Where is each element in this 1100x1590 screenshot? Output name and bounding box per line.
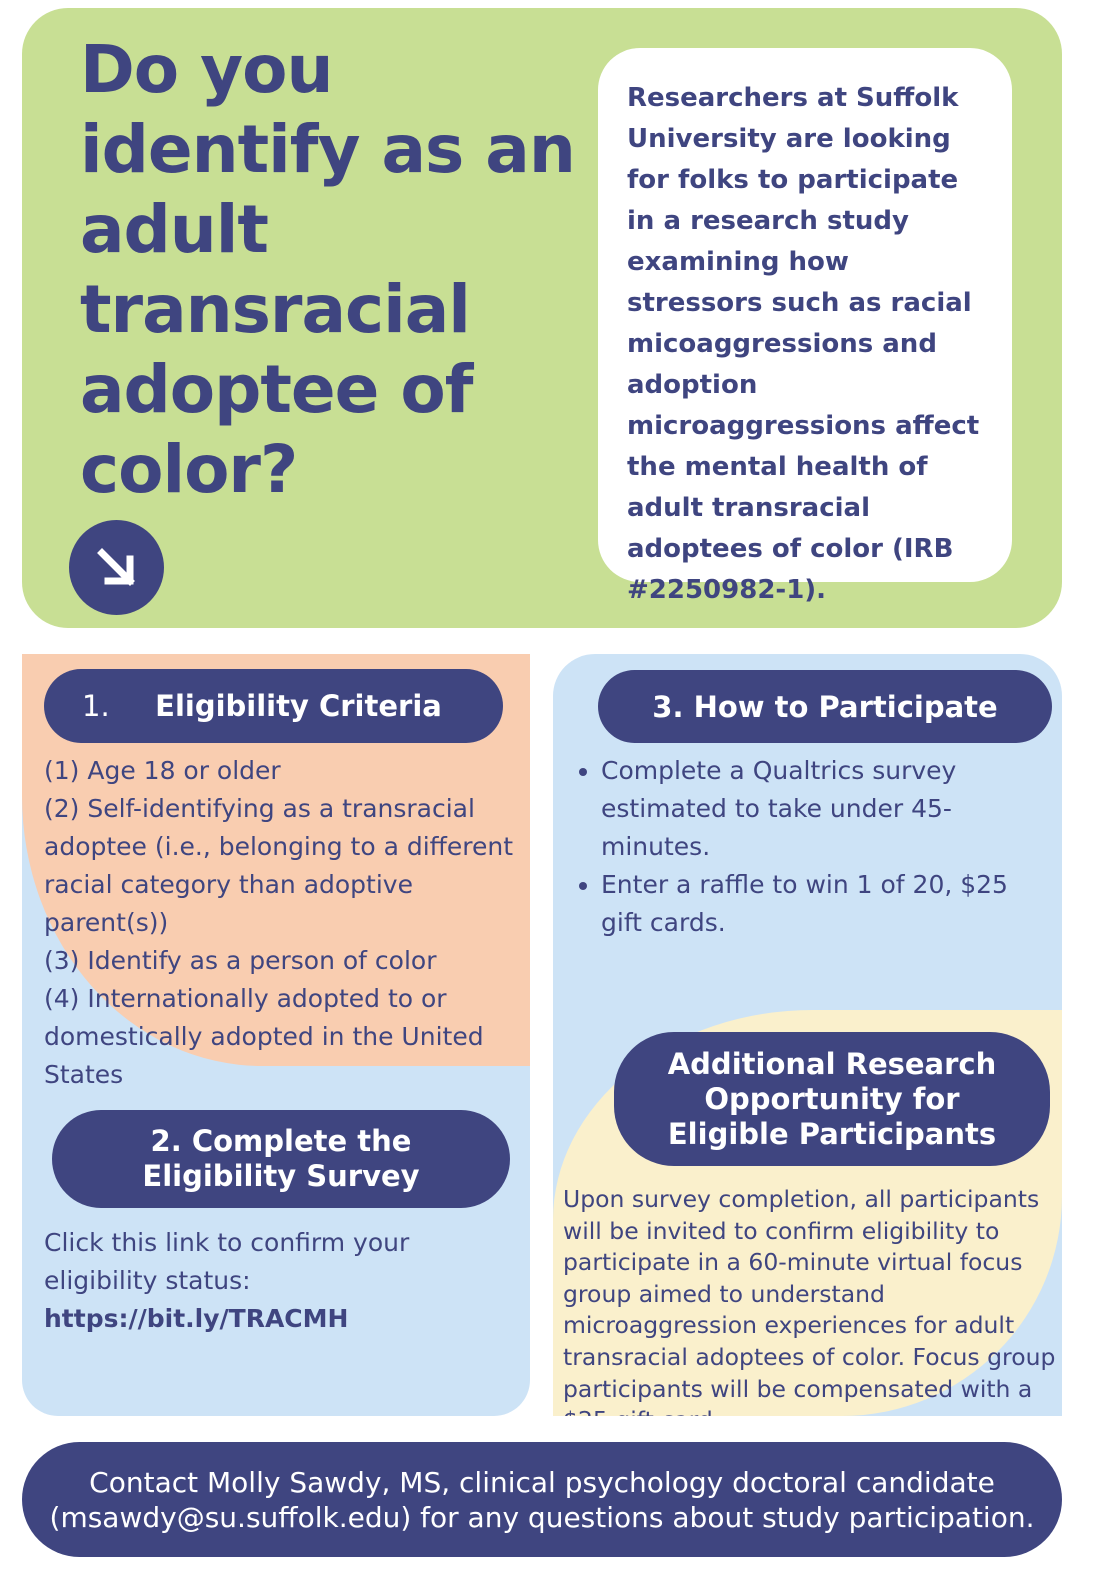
criterion: (4) Internationally adopted to or domest… bbox=[44, 984, 484, 1089]
eligibility-list: (1) Age 18 or older (2) Self-identifying… bbox=[44, 752, 524, 1094]
eligibility-title: Eligibility Criteria bbox=[155, 689, 442, 723]
hero-section: Do you identify as an adult transracial … bbox=[22, 8, 1062, 628]
eligibility-header: 1. Eligibility Criteria bbox=[44, 669, 503, 743]
additional-header: Additional Research Opportunity for Elig… bbox=[614, 1032, 1050, 1166]
criterion: (2) Self-identifying as a transracial ad… bbox=[44, 794, 514, 937]
arrow-down-right-icon bbox=[69, 520, 164, 615]
survey-link[interactable]: https://bit.ly/TRACMH bbox=[44, 1304, 349, 1333]
contact-footer: Contact Molly Sawdy, MS, clinical psycho… bbox=[22, 1442, 1062, 1557]
criterion: (1) Age 18 or older bbox=[44, 756, 281, 785]
survey-text: Click this link to confirm your eligibil… bbox=[44, 1228, 410, 1295]
list-item: Enter a raffle to win 1 of 20, $25 gift … bbox=[601, 866, 1043, 942]
list-item: Complete a Qualtrics survey estimated to… bbox=[601, 752, 1043, 866]
participate-header: 3. How to Participate bbox=[598, 670, 1052, 743]
intro-text: Researchers at Suffolk University are lo… bbox=[598, 48, 1012, 605]
survey-header: 2. Complete the Eligibility Survey bbox=[52, 1110, 510, 1208]
contact-line-2: (msawdy@su.suffolk.edu) for any question… bbox=[49, 1500, 1035, 1534]
additional-text: Upon survey completion, all participants… bbox=[563, 1185, 1056, 1416]
participate-list: Complete a Qualtrics survey estimated to… bbox=[573, 752, 1043, 942]
criterion: (3) Identify as a person of color bbox=[44, 946, 437, 975]
contact-line-1: Contact Molly Sawdy, MS, clinical psycho… bbox=[89, 1465, 995, 1499]
headline: Do you identify as an adult transracial … bbox=[80, 31, 576, 508]
eligibility-panel: 1. Eligibility Criteria (1) Age 18 or ol… bbox=[22, 654, 530, 1416]
eligibility-number: 1. bbox=[82, 689, 110, 723]
participate-panel: 3. How to Participate Complete a Qualtri… bbox=[553, 654, 1062, 1416]
